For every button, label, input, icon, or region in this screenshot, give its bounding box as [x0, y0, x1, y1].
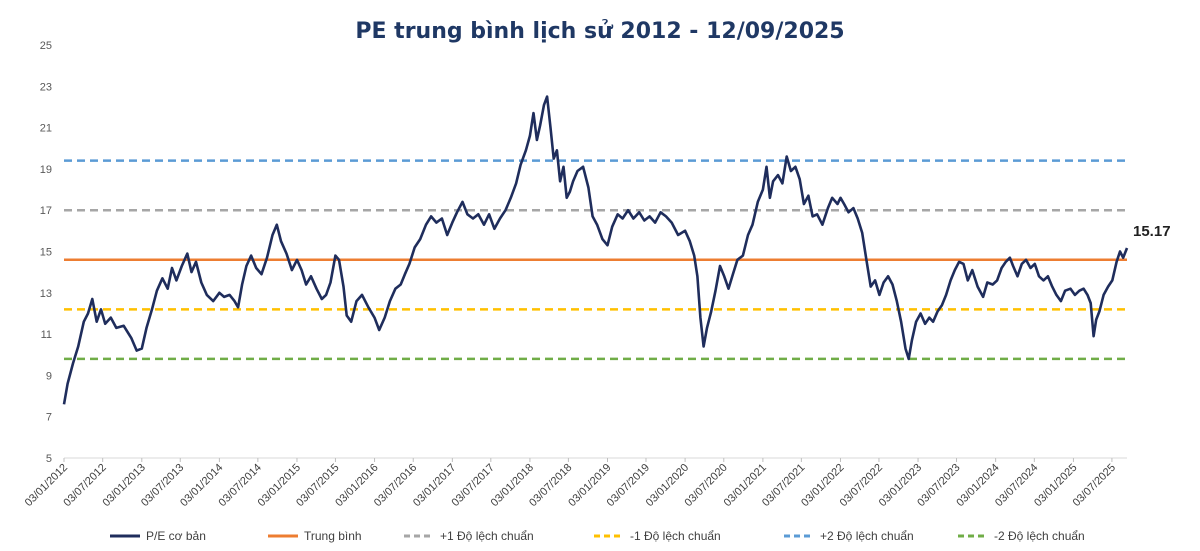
- x-axis: 03/01/201203/07/201203/01/201303/07/2013…: [23, 458, 1118, 509]
- y-tick-label: 13: [40, 288, 52, 300]
- y-tick-label: 15: [40, 247, 52, 259]
- legend-label-2: Trung bình: [304, 529, 362, 543]
- y-tick-label: 11: [41, 329, 52, 341]
- y-axis: 5 7 9 11 13 15 17 19 21 23 25: [40, 40, 52, 465]
- y-tick-label: 7: [46, 412, 52, 424]
- last-value-label: 15.17: [1133, 223, 1171, 240]
- legend-label-4: -1 Độ lệch chuẩn: [630, 529, 721, 543]
- y-tick-label: 9: [46, 370, 52, 382]
- y-tick-label: 19: [40, 164, 52, 176]
- legend-label-6: -2 Độ lệch chuẩn: [994, 529, 1085, 543]
- y-tick-label: 17: [40, 205, 52, 217]
- y-tick-label: 21: [40, 123, 52, 135]
- series-line-pe: [62, 95, 1129, 405]
- legend-label-3: +1 Độ lệch chuẩn: [440, 529, 534, 543]
- reference-lines: [64, 159, 1127, 361]
- y-tick-label: 5: [46, 453, 52, 465]
- y-tick-label: 25: [40, 40, 52, 52]
- legend-label-1: P/E cơ bản: [146, 529, 206, 543]
- chart-title: PE trung bình lịch sử 2012 - 12/09/2025: [355, 19, 844, 44]
- y-tick-label: 23: [40, 81, 52, 93]
- legend: P/E cơ bản Trung bình +1 Độ lệch chuẩn -1 Đ…: [110, 529, 1085, 543]
- legend-label-5: +2 Độ lệch chuẩn: [820, 529, 914, 543]
